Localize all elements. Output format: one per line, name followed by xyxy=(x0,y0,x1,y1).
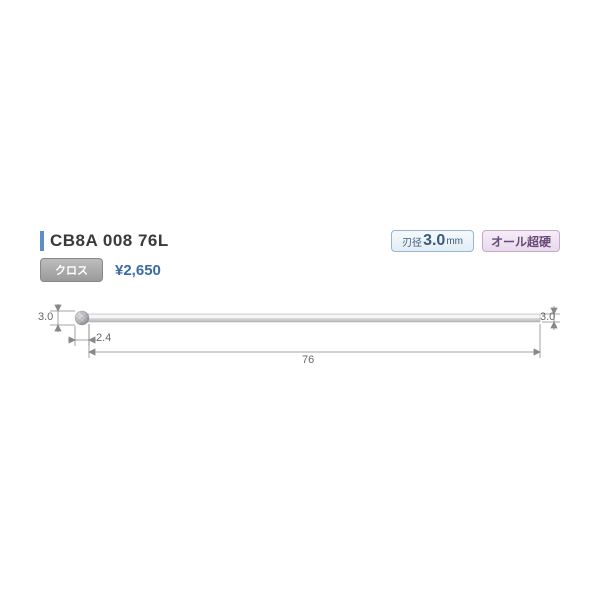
carbide-badge: オール超硬 xyxy=(482,230,560,252)
dim-head-width xyxy=(68,324,96,346)
type-badge: クロス xyxy=(40,258,103,282)
diameter-badge: 刃径 3.0 mm xyxy=(391,230,474,252)
diameter-label: 刃径 xyxy=(402,234,422,249)
title-accent-bar xyxy=(40,231,44,251)
tool-svg xyxy=(40,294,560,384)
dim-length-text: 76 xyxy=(302,354,314,366)
sub-row: クロス ¥2,650 xyxy=(40,258,560,282)
dim-head-width-text: 2.4 xyxy=(96,332,111,344)
dim-head-height-text: 3.0 xyxy=(38,311,53,323)
product-code: CB8A 008 76L xyxy=(50,231,169,251)
tool-diagram: 3.0 3.0 2.4 76 xyxy=(40,294,560,384)
title-group: CB8A 008 76L xyxy=(40,231,169,251)
price: ¥2,650 xyxy=(115,262,161,279)
diameter-unit: mm xyxy=(446,236,463,247)
dim-total-length xyxy=(89,324,540,358)
diameter-value: 3.0 xyxy=(423,232,445,250)
dim-head-height xyxy=(50,304,75,332)
dim-shank-text: 3.0 xyxy=(540,311,555,323)
shaft xyxy=(86,314,540,322)
header-row: CB8A 008 76L 刃径 3.0 mm オール超硬 xyxy=(40,230,560,252)
badge-group: 刃径 3.0 mm オール超硬 xyxy=(391,230,560,252)
